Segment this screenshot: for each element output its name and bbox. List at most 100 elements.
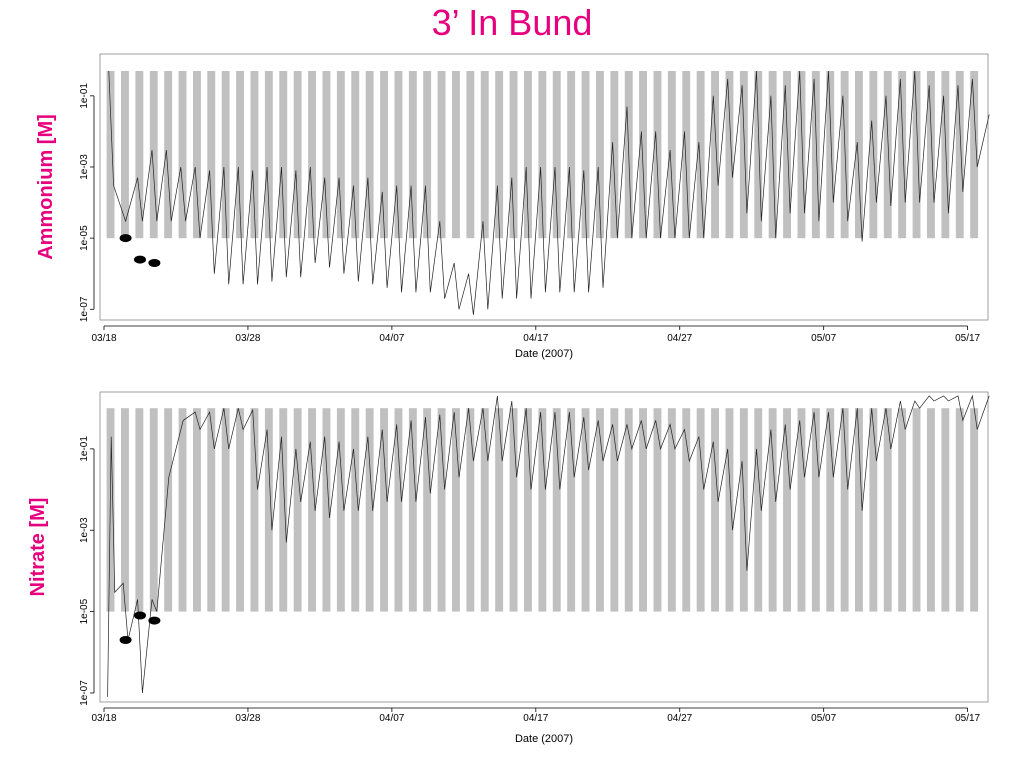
sample-markers — [119, 234, 161, 267]
day-band — [106, 408, 115, 612]
day-band — [552, 71, 561, 239]
y-axis-title: Ammonium [M] — [35, 114, 57, 260]
day-band — [524, 408, 532, 612]
day-band — [264, 71, 273, 239]
day-band — [394, 71, 403, 239]
day-band — [639, 408, 647, 612]
x-tick-label: 04/27 — [667, 713, 692, 724]
y-axis: 1e-07 1e-05 1e-03 1e-01 — [79, 83, 95, 322]
day-band — [826, 408, 835, 612]
x-axis: 03/18 03/28 04/07 04/17 04/27 05/07 05/17 — [91, 325, 981, 344]
day-band — [739, 71, 748, 239]
y-tick-label: 1e-07 — [79, 680, 90, 706]
day-band — [207, 71, 216, 239]
day-band — [279, 71, 288, 239]
day-band — [308, 71, 316, 239]
day-band — [883, 408, 892, 612]
day-band — [236, 408, 244, 612]
day-band — [437, 408, 446, 612]
day-band — [840, 71, 849, 239]
y-tick-label: 1e-05 — [79, 225, 90, 251]
day-band — [653, 71, 662, 239]
day-band — [437, 71, 446, 239]
x-tick-label: 03/18 — [91, 333, 116, 344]
day-band — [164, 408, 173, 612]
day-band — [754, 408, 763, 612]
day-band — [696, 408, 705, 612]
day-band — [452, 408, 460, 612]
day-band — [639, 71, 647, 239]
day-band — [711, 408, 719, 612]
day-band — [941, 71, 950, 239]
x-tick-label: 05/07 — [811, 713, 836, 724]
day-band — [106, 71, 115, 239]
plot-frame — [99, 391, 989, 703]
day-band — [423, 71, 432, 239]
day-band — [149, 408, 158, 612]
day-band — [308, 408, 316, 612]
day-band — [336, 71, 345, 239]
y-tick-label: 1e-03 — [79, 517, 90, 543]
day-band — [811, 71, 820, 239]
day-band — [696, 71, 705, 239]
x-tick-label: 03/28 — [235, 333, 260, 344]
day-band — [236, 71, 244, 239]
day-band — [495, 71, 504, 239]
day-band — [552, 408, 561, 612]
y-tick-label: 1e-01 — [79, 436, 90, 462]
day-band — [768, 408, 777, 612]
day-bands — [106, 71, 979, 239]
y-tick-label: 1e-07 — [79, 296, 90, 322]
day-band — [365, 408, 374, 612]
day-band — [466, 408, 475, 612]
day-band — [725, 408, 734, 612]
sample-markers — [119, 611, 161, 644]
y-tick-label: 1e-01 — [79, 83, 90, 109]
day-band — [221, 408, 230, 612]
day-band — [711, 71, 719, 239]
page-title: 3’ In Bund — [431, 2, 593, 43]
day-band — [682, 408, 691, 612]
day-band — [912, 408, 921, 612]
x-axis-title: Date (2007) — [515, 733, 573, 745]
day-band — [667, 408, 676, 612]
day-band — [811, 408, 820, 612]
day-band — [840, 408, 849, 612]
day-band — [250, 408, 259, 612]
day-band — [380, 71, 388, 239]
day-band — [322, 71, 331, 239]
day-band — [509, 408, 518, 612]
day-band — [178, 71, 187, 239]
sample-marker — [119, 636, 132, 644]
day-band — [596, 408, 604, 612]
day-band — [509, 71, 518, 239]
x-axis-title: Date (2007) — [515, 348, 573, 360]
day-band — [783, 71, 791, 239]
day-band — [567, 71, 576, 239]
day-band — [682, 71, 691, 239]
day-band — [927, 408, 935, 612]
ammonium-chart: 1e-07 1e-05 1e-03 1e-01 03/18 03/28 04/07 04/1… — [35, 53, 990, 360]
x-tick-label: 04/17 — [523, 713, 548, 724]
day-band — [927, 71, 935, 239]
day-band — [336, 408, 345, 612]
day-band — [941, 408, 950, 612]
sample-marker — [134, 611, 146, 620]
day-band — [955, 71, 964, 239]
day-band — [596, 71, 604, 239]
y-tick-label: 1e-03 — [79, 154, 90, 180]
day-band — [351, 71, 360, 239]
day-band — [912, 71, 921, 239]
day-band — [567, 408, 576, 612]
day-band — [869, 408, 878, 612]
day-band — [624, 408, 633, 612]
day-band — [797, 71, 806, 239]
day-band — [610, 71, 619, 239]
x-tick-label: 05/07 — [811, 333, 836, 344]
x-tick-label: 04/07 — [379, 333, 404, 344]
day-band — [466, 71, 475, 239]
y-tick-label: 1e-05 — [79, 598, 90, 624]
nitrate-chart: 1e-07 1e-05 1e-03 1e-01 03/18 03/28 04/07 04/1… — [27, 391, 990, 745]
day-band — [380, 408, 388, 612]
